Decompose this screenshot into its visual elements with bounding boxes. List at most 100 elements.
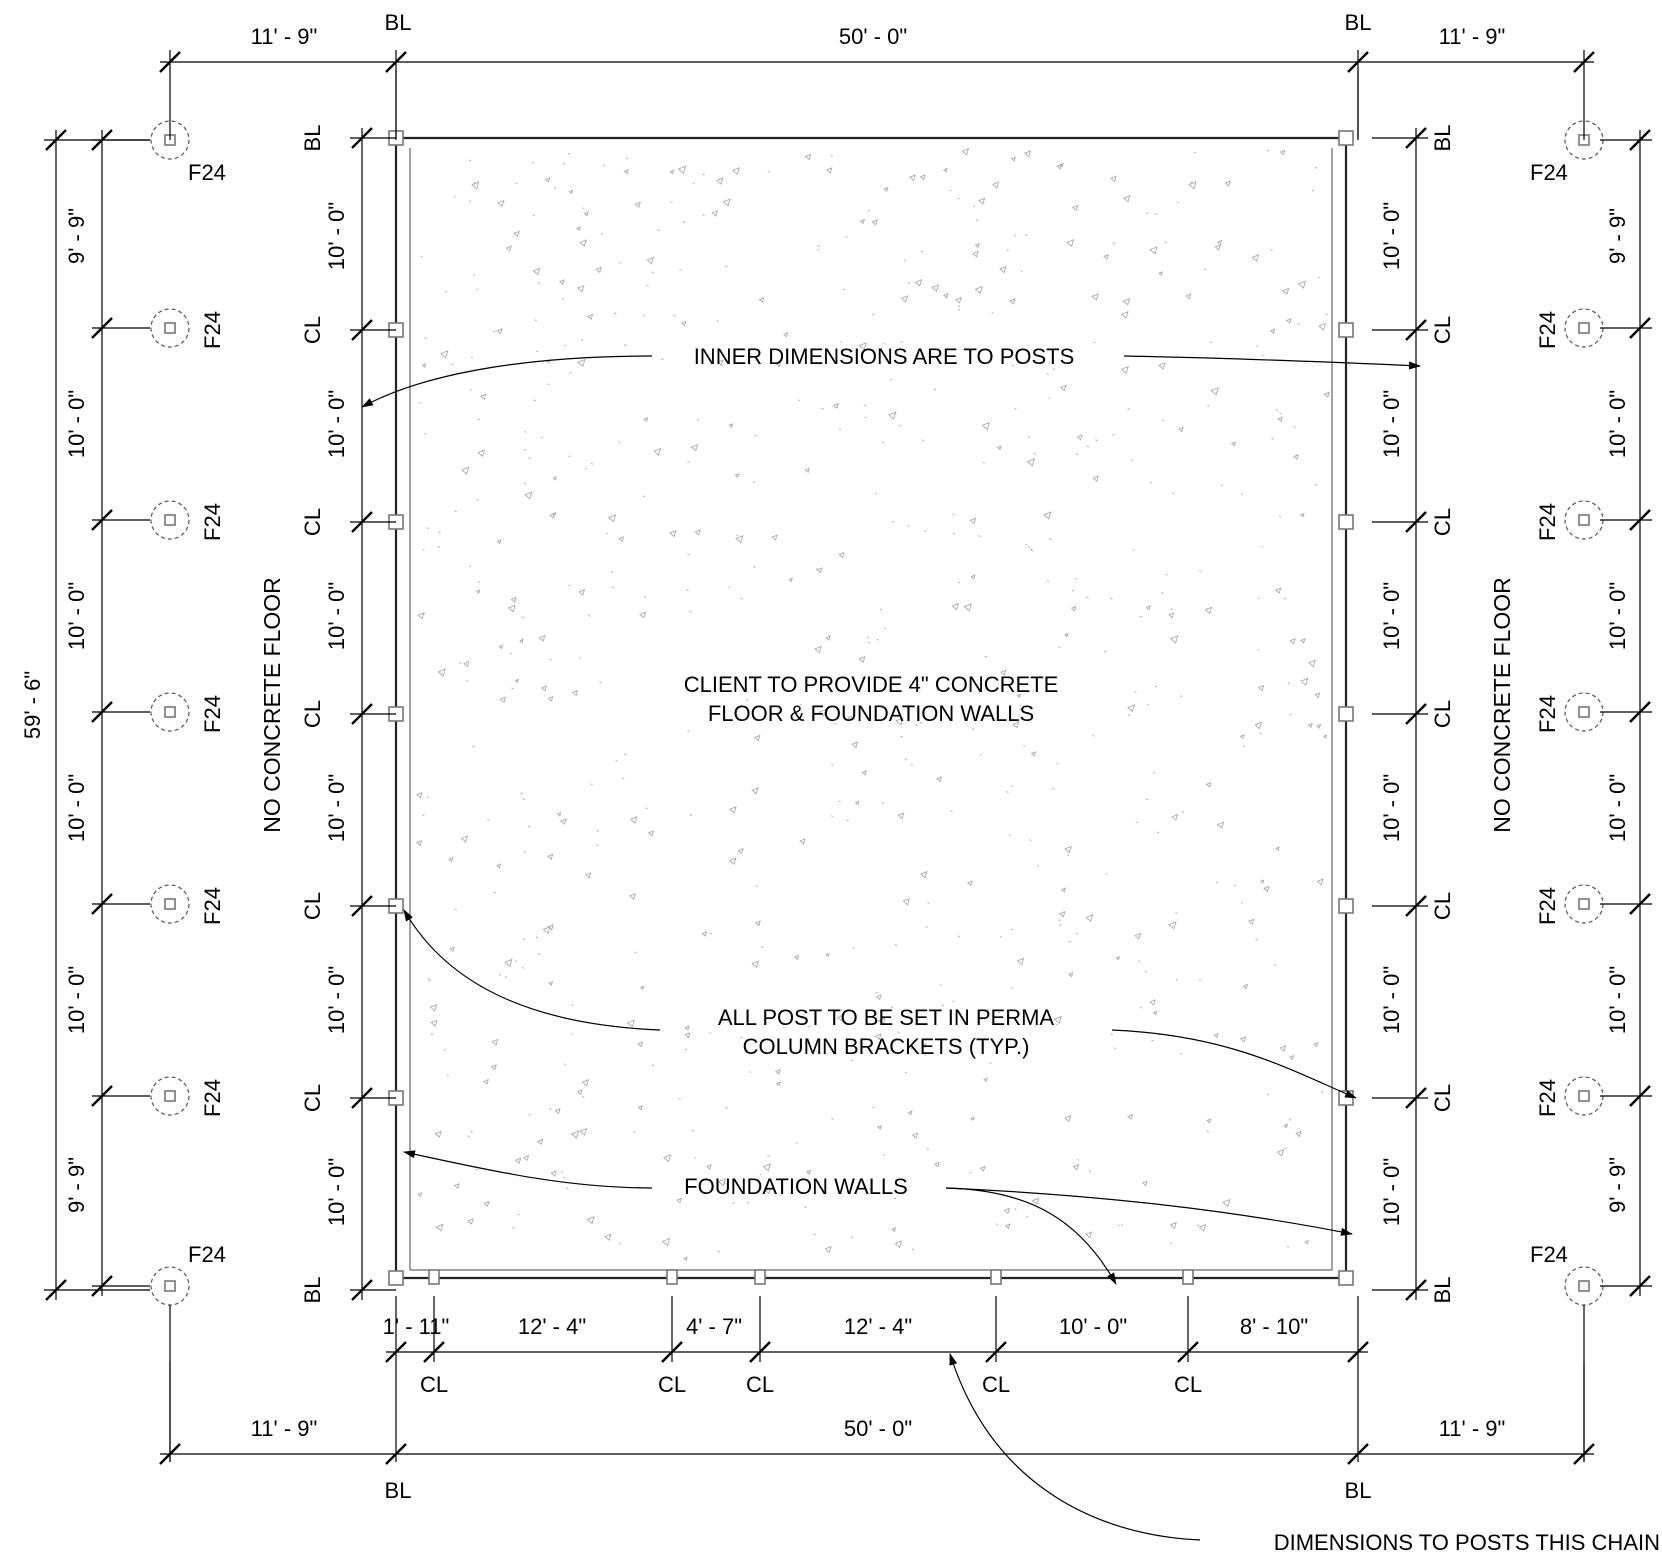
speckle-dot (1176, 201, 1179, 204)
speckle-triangle (1072, 204, 1079, 212)
speckle-dot (1110, 597, 1113, 600)
speckle-dot (580, 338, 584, 341)
speckle-dot (537, 282, 541, 284)
speckle-triangle (1318, 322, 1327, 331)
bl-symbol-right-bottom: BL (1430, 1277, 1455, 1304)
speckle-dot (1120, 1224, 1124, 1226)
speckle-dot (1112, 242, 1116, 245)
speckle-dot (1146, 212, 1149, 215)
cl-symbol-bottom-1: CL (420, 1372, 448, 1397)
speckle-triangle (662, 1154, 672, 1163)
speckle-triangle (507, 604, 516, 613)
speckle-dot (562, 162, 566, 165)
speckle-dot (528, 1113, 531, 1116)
speckle-triangle (416, 792, 423, 799)
speckle-triangle (1216, 821, 1225, 829)
speckle-dot (602, 164, 605, 167)
speckle-triangle (1016, 957, 1025, 966)
speckle-triangle (607, 514, 617, 523)
speckle-dot (549, 658, 552, 661)
speckle-triangle (1168, 921, 1177, 930)
dim-chain-4: 12' - 4" (844, 1314, 912, 1339)
dim-bottom-right-overhang: 11' - 9" (1439, 1416, 1506, 1441)
speckle-triangle (1304, 1239, 1310, 1245)
speckle-dot (1027, 436, 1031, 438)
cl-symbol-left-3: CL (300, 700, 325, 728)
speckle-triangle (1171, 813, 1179, 821)
speckle-dot (622, 777, 625, 780)
speckle-dot (1008, 834, 1012, 836)
speckle-dot (1255, 345, 1259, 348)
speckle-triangle (1269, 328, 1276, 334)
speckle-dot (879, 608, 883, 611)
note-client-provide-line1: CLIENT TO PROVIDE 4" CONCRETE (684, 672, 1059, 697)
speckle-triangle (576, 284, 585, 293)
dim-left-inner-bay-3: 10' - 0" (324, 582, 349, 650)
speckle-triangle (499, 696, 507, 704)
speckle-triangle (1141, 1180, 1148, 1187)
speckle-triangle (490, 1064, 497, 1071)
speckle-triangle (753, 734, 761, 742)
speckle-triangle (919, 174, 926, 181)
footing-circle-left-3 (150, 500, 190, 540)
speckle-dot (1019, 704, 1022, 707)
speckle-dot (430, 1033, 434, 1035)
speckle-dot (890, 1006, 894, 1009)
speckle-triangle (859, 218, 865, 225)
speckle-dot (1055, 1023, 1058, 1026)
speckle-triangle (824, 1245, 832, 1254)
speckle-dot (1288, 1118, 1292, 1121)
speckle-triangle (1275, 846, 1280, 851)
speckle-dot (508, 1172, 512, 1174)
speckle-triangle (524, 491, 533, 500)
speckle-dot (1154, 213, 1157, 215)
cl-symbol-left-1: CL (300, 316, 325, 344)
dim-chain-6: 8' - 10" (1240, 1314, 1308, 1339)
footing-tag-left-3: F24 (200, 503, 225, 541)
speckle-triangle (1085, 1231, 1093, 1239)
speckle-triangle (639, 611, 647, 619)
post-bottom-1 (428, 1269, 440, 1285)
speckle-dot (472, 745, 475, 748)
speckle-dot (1198, 979, 1202, 981)
speckle-triangle (626, 1019, 636, 1028)
speckle-dot (1193, 151, 1196, 154)
speckle-triangle (1076, 434, 1083, 441)
dim-bottom-left-overhang: 11' - 9" (251, 1416, 318, 1441)
speckle-dot (424, 337, 427, 339)
speckle-triangle (491, 1038, 499, 1046)
speckle-dot (957, 935, 961, 938)
speckle-dot (883, 1153, 886, 1156)
speckle-dot (646, 284, 649, 287)
dim-right-inner-bay-6: 10' - 0" (1379, 1158, 1404, 1226)
cl-symbol-bottom-4: CL (982, 1372, 1010, 1397)
speckle-triangle (1314, 692, 1321, 699)
speckle-dot (532, 214, 535, 216)
speckle-triangle (921, 1042, 927, 1049)
speckle-dot (1086, 596, 1089, 599)
speckle-triangle (825, 635, 831, 641)
speckle-dot (524, 431, 527, 433)
speckle-triangle (935, 776, 943, 783)
footing-post-left-5 (164, 898, 176, 910)
speckle-dot (920, 721, 923, 724)
speckle-triangle (978, 197, 986, 205)
speckle-dot (1279, 412, 1282, 415)
speckle-dot (686, 589, 689, 592)
speckle-triangle (1016, 693, 1022, 698)
speckle-dot (1140, 1006, 1143, 1009)
speckle-dot (1273, 964, 1277, 966)
speckle-dot (894, 944, 898, 946)
speckle-dot (753, 566, 756, 568)
speckle-triangle (1300, 677, 1309, 686)
speckle-dot (979, 753, 982, 756)
speckle-triangle (920, 870, 928, 879)
speckle-dot (443, 1049, 446, 1052)
speckle-triangle (1120, 310, 1129, 319)
speckle-triangle (571, 689, 579, 697)
speckle-dot (611, 586, 614, 589)
speckle-dot (987, 1008, 990, 1011)
speckle-dot (1130, 459, 1134, 462)
cl-symbol-left-5: CL (300, 1084, 325, 1112)
